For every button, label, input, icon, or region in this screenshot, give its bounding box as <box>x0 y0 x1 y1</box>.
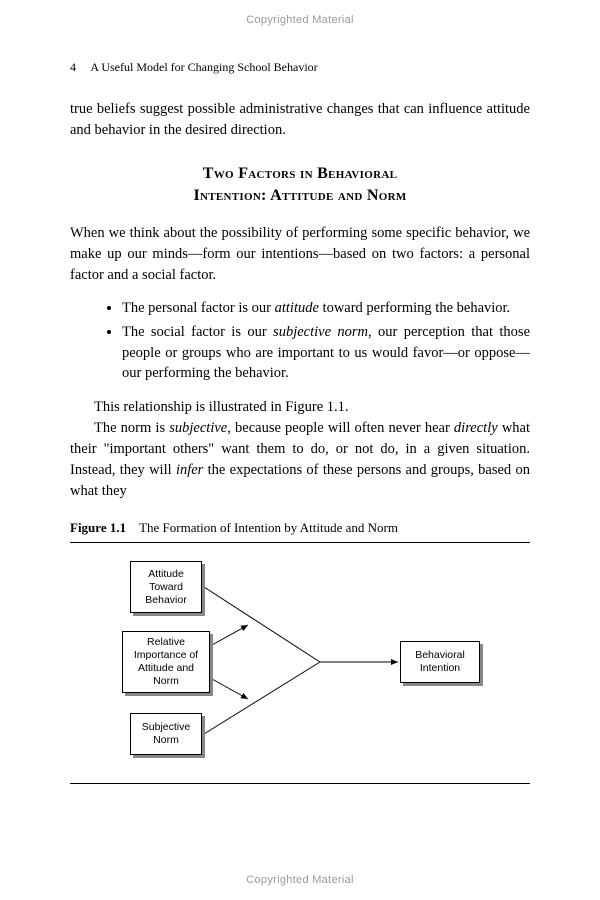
list-item: The personal factor is our attitude towa… <box>122 298 530 318</box>
node-label: AttitudeTowardBehavior <box>145 568 186 607</box>
list-item: The social factor is our subjective norm… <box>122 322 530 383</box>
bullet-list: The personal factor is our attitude towa… <box>70 298 530 383</box>
intro-paragraph: true beliefs suggest possible administra… <box>70 99 530 141</box>
page-number: 4 <box>70 60 88 75</box>
running-header: 4 A Useful Model for Changing School Beh… <box>70 60 530 75</box>
page-content: 4 A Useful Model for Changing School Beh… <box>0 0 600 844</box>
bullet-text: The personal factor is our <box>122 300 275 316</box>
p3-b: subjective, <box>169 420 231 436</box>
node-attitude: AttitudeTowardBehavior <box>130 561 202 613</box>
node-intention: BehavioralIntention <box>400 641 480 683</box>
p3-f: infer <box>176 462 203 478</box>
figure-caption: Figure 1.1 The Formation of Intention by… <box>70 520 530 536</box>
bullet-em: attitude <box>275 300 319 316</box>
body-paragraph-1: When we think about the possibility of p… <box>70 223 530 286</box>
p3-d: directly <box>454 420 498 436</box>
section-heading-line2: Intention: Attitude and Norm <box>70 187 530 205</box>
body-paragraph-3: The norm is subjective, because people w… <box>70 418 530 502</box>
watermark-top: Copyrighted Material <box>0 14 600 26</box>
figure-top-rule <box>70 542 530 543</box>
node-relative: RelativeImportance ofAttitude andNorm <box>122 631 210 693</box>
bullet-em: subjective norm, <box>273 324 372 340</box>
figure-bottom-rule <box>70 783 530 784</box>
figure-label: Figure 1.1 <box>70 520 126 535</box>
figure-diagram: AttitudeTowardBehavior RelativeImportanc… <box>70 553 530 773</box>
running-title: A Useful Model for Changing School Behav… <box>90 60 317 74</box>
bullet-text: toward performing the behavior. <box>319 300 510 316</box>
p3-c: because people will often never hear <box>231 420 454 436</box>
figure-title: The Formation of Intention by Attitude a… <box>139 520 398 535</box>
body-paragraph-2: This relationship is illustrated in Figu… <box>70 397 530 418</box>
section-heading-line1: Two Factors in Behavioral <box>70 165 530 183</box>
node-label: BehavioralIntention <box>415 649 465 675</box>
p3-a: The norm is <box>94 420 169 436</box>
bullet-text: The social factor is our <box>122 324 273 340</box>
node-subjective: SubjectiveNorm <box>130 713 202 755</box>
watermark-bottom: Copyrighted Material <box>0 874 600 886</box>
node-label: SubjectiveNorm <box>142 721 190 747</box>
node-label: RelativeImportance ofAttitude andNorm <box>134 636 198 689</box>
